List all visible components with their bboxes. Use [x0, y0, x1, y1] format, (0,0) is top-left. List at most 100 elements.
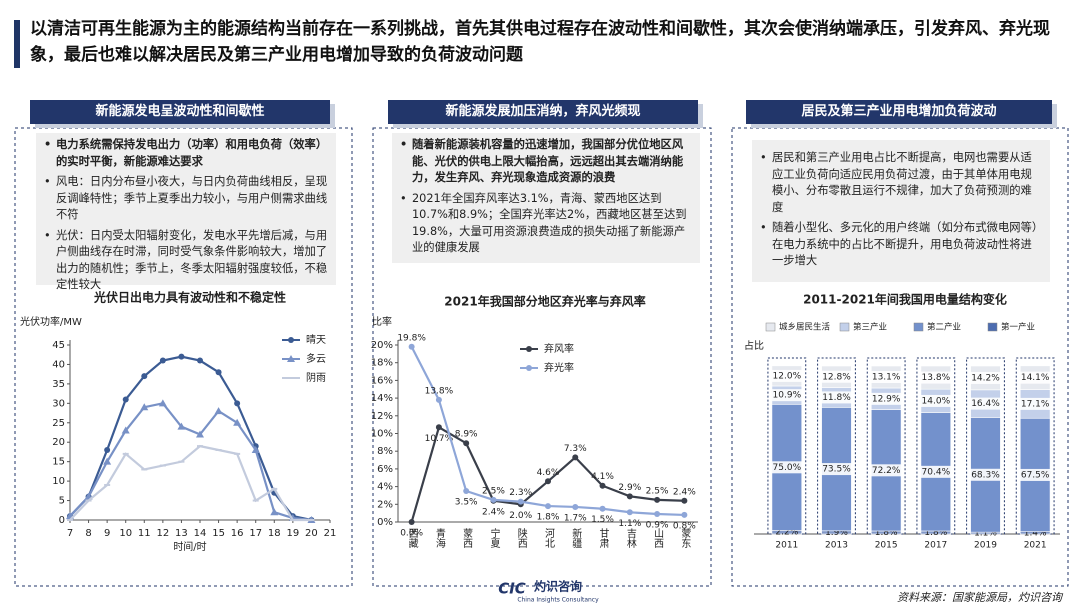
legend-label: 第一产业 — [1001, 322, 1035, 333]
source: 资料来源：国家能源局，灼识咨询 — [897, 591, 1064, 604]
y-tick-label: 25 — [52, 418, 65, 429]
data-label: 13.1% — [872, 373, 901, 383]
data-label: 4.6% — [537, 468, 560, 478]
x-tick-label: 青海 — [433, 527, 445, 549]
data-label: 12.9% — [872, 394, 901, 404]
data-label: 2.4% — [482, 507, 505, 517]
data-label: 1.9% — [825, 528, 848, 538]
marker — [572, 503, 579, 510]
y-axis-label: 光伏功率/MW — [20, 315, 82, 328]
x-tick-label: 山西 — [652, 528, 664, 548]
logo-mark: CIC — [498, 580, 526, 598]
x-tick-label: 7 — [67, 528, 73, 539]
data-label: 1.8% — [924, 528, 947, 538]
bullet: 2021年全国弃风率达3.1%，青海、蒙西地区达到10.7%和8.9%；全国弃光… — [400, 191, 692, 257]
page-title: 以清洁可再生能源为主的能源结构当前存在一系列挑战，首先其供电过程存在波动性和间歇… — [30, 19, 1050, 65]
marker — [289, 519, 296, 521]
label-bg — [821, 391, 852, 404]
data-label: 1.8% — [875, 528, 898, 538]
label-bg — [871, 464, 902, 477]
bullet-box: 居民和第三产业用电占比不断提高，电网也需要从适应工业负荷向适应民用负荷过渡，由于… — [752, 140, 1050, 282]
title-bar — [14, 20, 20, 68]
x-tick-label: 吉林 — [624, 528, 636, 549]
data-label: 1.5% — [591, 515, 614, 525]
label-bg — [1020, 468, 1051, 481]
marker — [178, 353, 185, 360]
panel-heading: 居民及第三产业用电增加负荷波动 — [746, 100, 1052, 124]
y-tick-label: 10 — [52, 476, 65, 487]
data-label: 2.4% — [673, 487, 696, 497]
marker — [104, 484, 111, 486]
legend-swatch — [913, 322, 924, 332]
x-tick-label: 16 — [231, 528, 244, 539]
series-line — [69, 444, 312, 522]
legend-marker — [526, 346, 532, 352]
label-bg — [771, 461, 802, 474]
marker — [177, 422, 186, 430]
marker — [463, 440, 470, 447]
marker — [435, 396, 442, 403]
bullet-box: 随着新能源装机容量的迅速增加，我国部分优位地区风能、光伏的供电上限大幅抬高，远远… — [392, 133, 700, 263]
legend-swatch — [839, 322, 850, 332]
y-tick-label: 5 — [59, 496, 65, 507]
y-tick-label: 35 — [52, 379, 65, 390]
marker — [599, 482, 606, 489]
marker — [233, 418, 242, 426]
data-label: 17.1% — [1021, 399, 1050, 409]
y-axis-label: 占比 — [744, 339, 764, 352]
y-axis-label: 比率 — [372, 315, 392, 328]
bullet: 风电：日内分布昼小夜大，与日内负荷曲线相反，呈现反调峰特性；季节上夏季出力较小，… — [44, 174, 328, 224]
chart-title: 2011-2021年间我国用电量结构变化 — [803, 292, 1007, 307]
data-label: 1.8% — [537, 513, 560, 523]
marker — [681, 497, 688, 504]
label-bg — [771, 389, 802, 402]
panel-heading: 新能源发展加压消纳，弃风光频现 — [388, 100, 698, 124]
marker — [85, 499, 92, 502]
marker — [122, 396, 129, 403]
legend-marker — [288, 377, 294, 379]
y-tick-label: 0 — [59, 515, 65, 526]
label-bg — [970, 397, 1001, 410]
x-tick-label: 20 — [305, 528, 318, 539]
x-tick-label: 21 — [324, 528, 337, 539]
y-tick-label: 14% — [371, 393, 393, 404]
label-bg — [920, 465, 951, 478]
legend-label: 阴雨 — [306, 372, 326, 384]
label-bg — [1020, 397, 1051, 410]
data-label: 16.4% — [971, 399, 1000, 409]
marker — [252, 499, 259, 502]
data-label: 14.0% — [922, 396, 951, 406]
x-axis-label: 时间/时 — [173, 540, 206, 553]
y-tick-label: 0% — [377, 517, 393, 528]
y-tick-label: 10% — [371, 429, 393, 440]
x-tick-label: 10 — [119, 528, 132, 539]
data-label: 2.2% — [775, 528, 798, 538]
marker — [104, 447, 111, 453]
marker — [103, 457, 112, 465]
data-label: 2.3% — [509, 488, 532, 498]
x-tick-label: 8 — [85, 528, 91, 539]
marker — [234, 452, 241, 455]
legend-label: 晴天 — [306, 333, 326, 346]
bullet: 居民和第三产业用电占比不断提高，电网也需要从适应工业负荷向适应民用负荷过渡，由于… — [760, 150, 1042, 216]
data-label: 13.8% — [922, 373, 951, 383]
x-tick-label: 新疆 — [570, 527, 582, 549]
marker — [121, 426, 130, 434]
marker — [545, 478, 551, 485]
legend-marker — [287, 355, 295, 362]
data-label: 10.7% — [425, 434, 454, 444]
marker — [408, 343, 415, 350]
data-label: 4.1% — [591, 472, 614, 482]
x-tick-label: 15 — [212, 528, 225, 539]
legend-label: 弃光率 — [544, 361, 574, 374]
marker — [122, 452, 129, 455]
y-tick-label: 45 — [52, 340, 65, 351]
legend-label: 多云 — [306, 352, 326, 365]
x-tick-label: 西藏 — [406, 528, 418, 549]
marker — [234, 400, 241, 407]
y-tick-label: 6% — [377, 464, 393, 475]
y-tick-label: 4% — [377, 482, 393, 493]
legend-label: 第三产业 — [853, 322, 887, 333]
y-tick-label: 2% — [377, 499, 393, 510]
